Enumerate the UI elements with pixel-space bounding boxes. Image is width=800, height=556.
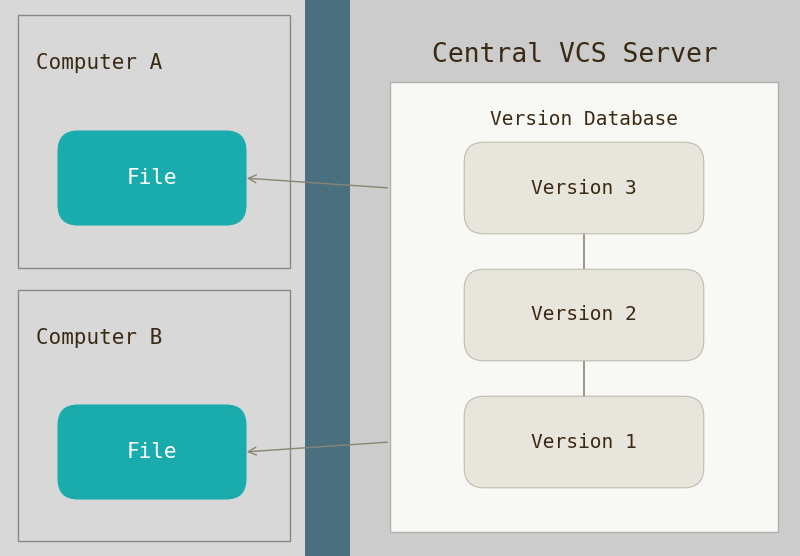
Text: File: File [126,168,178,188]
Text: Computer A: Computer A [36,53,162,73]
Text: Central VCS Server: Central VCS Server [432,42,718,68]
FancyBboxPatch shape [390,82,778,532]
Text: File: File [126,442,178,462]
FancyBboxPatch shape [350,0,800,556]
FancyBboxPatch shape [0,0,305,556]
FancyBboxPatch shape [464,142,704,234]
FancyBboxPatch shape [305,0,350,556]
FancyBboxPatch shape [18,290,290,541]
FancyBboxPatch shape [464,269,704,361]
Text: Version 2: Version 2 [531,305,637,325]
Text: Version Database: Version Database [490,110,678,129]
FancyBboxPatch shape [58,131,246,226]
FancyBboxPatch shape [58,404,246,499]
Text: Version 3: Version 3 [531,178,637,197]
Text: Computer B: Computer B [36,328,162,348]
FancyBboxPatch shape [464,396,704,488]
Text: Version 1: Version 1 [531,433,637,451]
FancyBboxPatch shape [18,15,290,268]
